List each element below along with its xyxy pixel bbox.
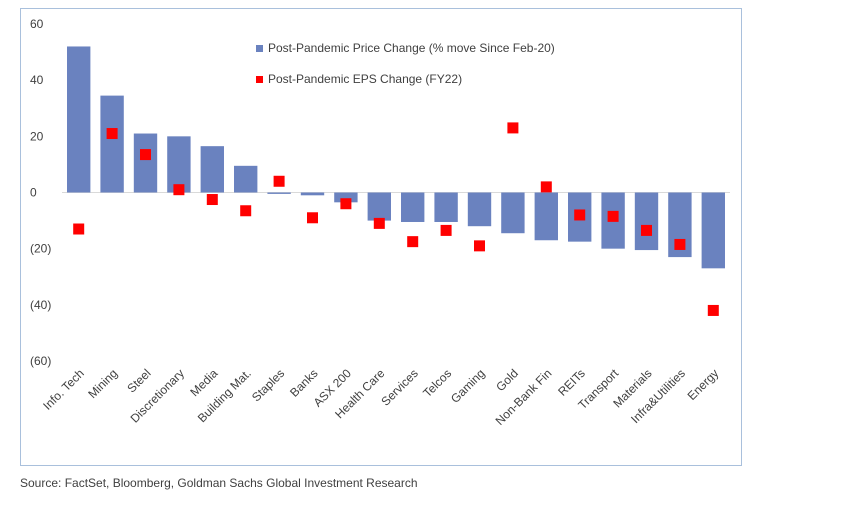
x-category-label: Gold <box>493 366 521 394</box>
price-change-bar <box>67 46 91 193</box>
legend-swatch-price <box>256 45 263 52</box>
x-category-label: Staples <box>249 366 287 404</box>
eps-change-marker <box>106 128 118 140</box>
eps-change-marker <box>373 217 385 229</box>
eps-change-marker <box>173 184 185 196</box>
x-category-label: Gaming <box>448 366 488 406</box>
eps-change-marker <box>407 236 419 248</box>
eps-change-marker <box>440 224 452 236</box>
price-change-bar <box>401 192 425 222</box>
y-tick-label: 60 <box>30 17 44 31</box>
price-change-bar <box>467 192 492 227</box>
price-change-bar <box>267 192 291 194</box>
x-category-label: Info. Tech <box>40 366 87 413</box>
price-change-bar <box>701 192 725 269</box>
eps-change-marker <box>674 238 686 250</box>
x-category-label: Steel <box>124 366 153 395</box>
price-change-bar <box>334 192 358 203</box>
price-change-bar <box>668 192 692 258</box>
price-change-bar <box>501 192 525 234</box>
y-tick-label: (60) <box>30 354 51 368</box>
eps-change-marker <box>240 205 252 217</box>
price-change-bar <box>434 192 458 222</box>
price-change-bar <box>100 95 124 193</box>
price-change-bar <box>200 146 224 193</box>
legend: Post-Pandemic Price Change (% move Since… <box>256 41 555 86</box>
eps-change-marker <box>607 210 619 222</box>
eps-change-marker <box>273 175 285 187</box>
eps-change-marker <box>540 181 552 193</box>
legend-swatch-eps <box>256 76 263 83</box>
x-category-label: Mining <box>85 366 120 401</box>
price-change-bar <box>234 165 258 193</box>
eps-change-marker <box>507 122 519 134</box>
price-change-bar <box>634 192 659 251</box>
y-tick-label: (40) <box>30 298 51 312</box>
price-change-bar <box>367 192 391 221</box>
price-change-bar <box>133 133 158 193</box>
eps-change-marker <box>140 149 151 161</box>
legend-label-price: Post-Pandemic Price Change (% move Since… <box>268 41 555 55</box>
x-category-label: Services <box>378 366 420 408</box>
marker-layer <box>73 122 719 316</box>
price-change-bar <box>534 192 558 241</box>
eps-change-marker <box>307 212 318 224</box>
y-tick-label: (20) <box>30 242 51 256</box>
x-category-label: Energy <box>685 366 722 403</box>
price-change-bar <box>300 192 325 196</box>
eps-change-marker <box>206 194 218 206</box>
bar-layer <box>67 46 725 269</box>
eps-change-marker <box>340 198 352 210</box>
eps-change-marker <box>707 304 719 316</box>
eps-change-marker <box>474 240 485 252</box>
legend-label-eps: Post-Pandemic EPS Change (FY22) <box>268 72 462 86</box>
eps-change-marker <box>574 209 586 221</box>
y-tick-label: 0 <box>30 186 37 200</box>
price-change-bar <box>167 136 191 193</box>
source-note: Source: FactSet, Bloomberg, Goldman Sach… <box>20 476 418 490</box>
eps-change-marker <box>641 224 652 236</box>
eps-change-marker <box>73 223 85 235</box>
y-tick-label: 20 <box>30 129 44 143</box>
y-tick-label: 40 <box>30 73 44 87</box>
